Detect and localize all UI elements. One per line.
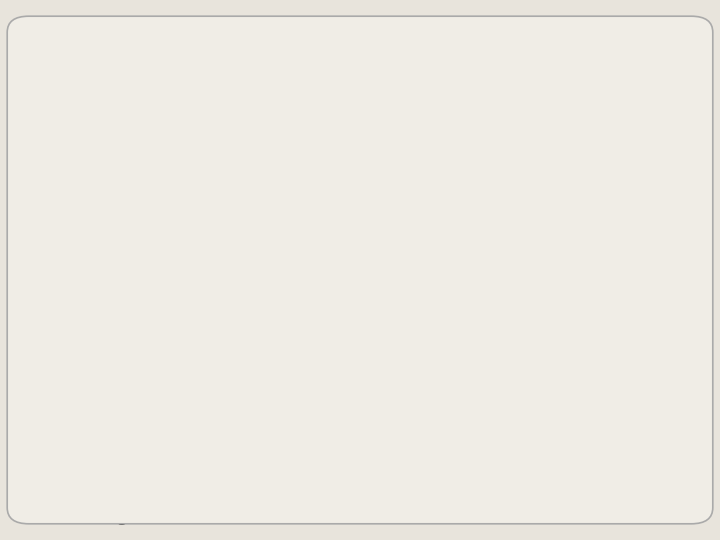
Text: Addressing Modes: Addressing Modes bbox=[32, 510, 189, 525]
Text: ADD   SI, 2: ADD SI, 2 bbox=[57, 464, 247, 482]
Text: Register Indirect Mode: Register Indirect Mode bbox=[38, 54, 437, 85]
Text: MOV   AX, 0: MOV AX, 0 bbox=[57, 267, 247, 285]
Text: ; AX holds sum: ; AX holds sum bbox=[305, 267, 429, 285]
Text: array W defined by: array W defined by bbox=[48, 170, 222, 188]
Text: LOOP ADDNOS: LOOP ADDNOS bbox=[57, 504, 247, 522]
Text: ADDNOS:: ADDNOS: bbox=[57, 386, 127, 403]
Text: •: • bbox=[29, 132, 40, 150]
Text: ; SI points to array W: ; SI points to array W bbox=[305, 307, 480, 325]
Text: ; loop until done: ; loop until done bbox=[305, 504, 440, 522]
Text: ADD   AX, [SI]: ADD AX, [SI] bbox=[57, 425, 277, 443]
Text: ; CX has number of elements: ; CX has number of elements bbox=[305, 346, 548, 364]
Text: LEA   SI, W: LEA SI, W bbox=[57, 307, 247, 325]
Text: MOV CX, 10: MOV CX, 10 bbox=[57, 346, 237, 364]
Text: 6: 6 bbox=[593, 510, 604, 525]
Text: ; move pointer to the next element: ; move pointer to the next element bbox=[305, 464, 598, 482]
Text: Ex. Write some code to sum in AX the elements of the 10-element: Ex. Write some code to sum in AX the ele… bbox=[48, 132, 648, 150]
Text: ; sum = sum + element: ; sum = sum + element bbox=[305, 425, 505, 443]
Text: W DW   10,20,30,40,50,60,70,80,90,100: W DW 10,20,30,40,50,60,70,80,90,100 bbox=[48, 208, 415, 226]
